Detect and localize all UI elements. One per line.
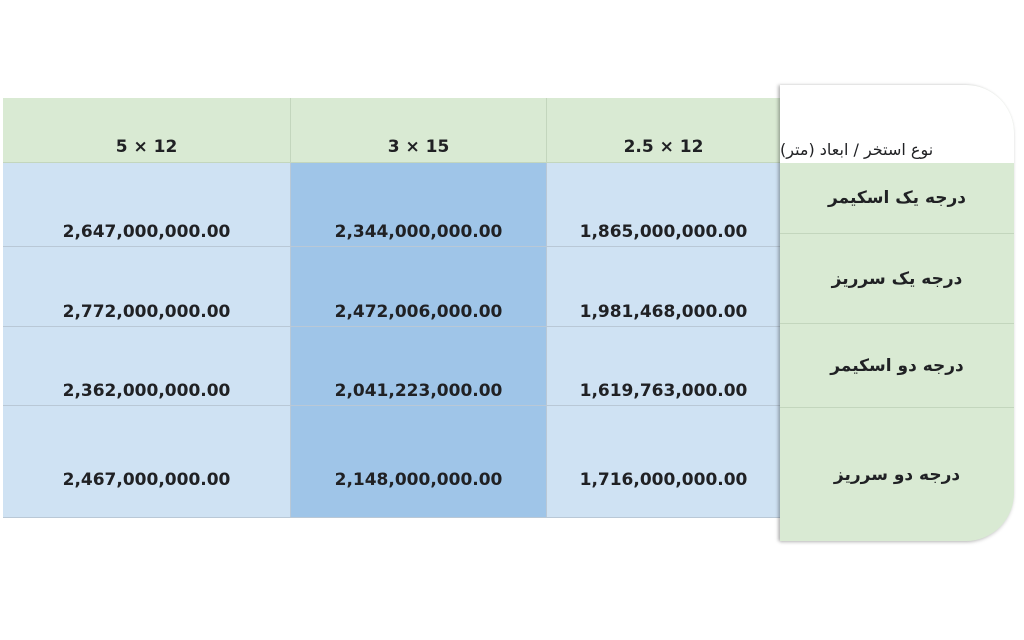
- table-cell: 2,772,000,000.00: [3, 247, 290, 327]
- table-cell: 2,467,000,000.00: [3, 406, 290, 518]
- row-header-title: نوع استخر / ابعاد (متر): [780, 85, 1014, 163]
- pool-type-column: نوع استخر / ابعاد (متر) درجه یک اسکیمر د…: [780, 85, 1014, 541]
- table-cell: 2,344,000,000.00: [290, 163, 546, 247]
- row-label-grade2-overflow: درجه دو سرریز: [833, 464, 961, 485]
- table-cell: 1,716,000,000.00: [546, 406, 780, 518]
- column-header-2-5x12: 2.5 × 12: [546, 98, 780, 163]
- table-cell: 2,647,000,000.00: [3, 163, 290, 247]
- row-label-grade1-overflow: درجه یک سرریز: [780, 234, 1014, 324]
- column-header-3x15: 3 × 15: [290, 98, 546, 163]
- table-cell: 2,472,006,000.00: [290, 247, 546, 327]
- table-cell: 2,148,000,000.00: [290, 406, 546, 518]
- price-table: 5 × 12 3 × 15 2.5 × 12 2,647,000,000.00 …: [3, 98, 780, 518]
- row-label-grade2-skimmer: درجه دو اسکیمر: [780, 324, 1014, 408]
- row-label-grade1-skimmer: درجه یک اسکیمر: [780, 163, 1014, 234]
- table-cell: 1,981,468,000.00: [546, 247, 780, 327]
- table-cell: 2,362,000,000.00: [3, 327, 290, 406]
- column-header-5x12: 5 × 12: [3, 98, 290, 163]
- table-cell: 1,865,000,000.00: [546, 163, 780, 247]
- table-cell: 1,619,763,000.00: [546, 327, 780, 406]
- table-cell: 2,041,223,000.00: [290, 327, 546, 406]
